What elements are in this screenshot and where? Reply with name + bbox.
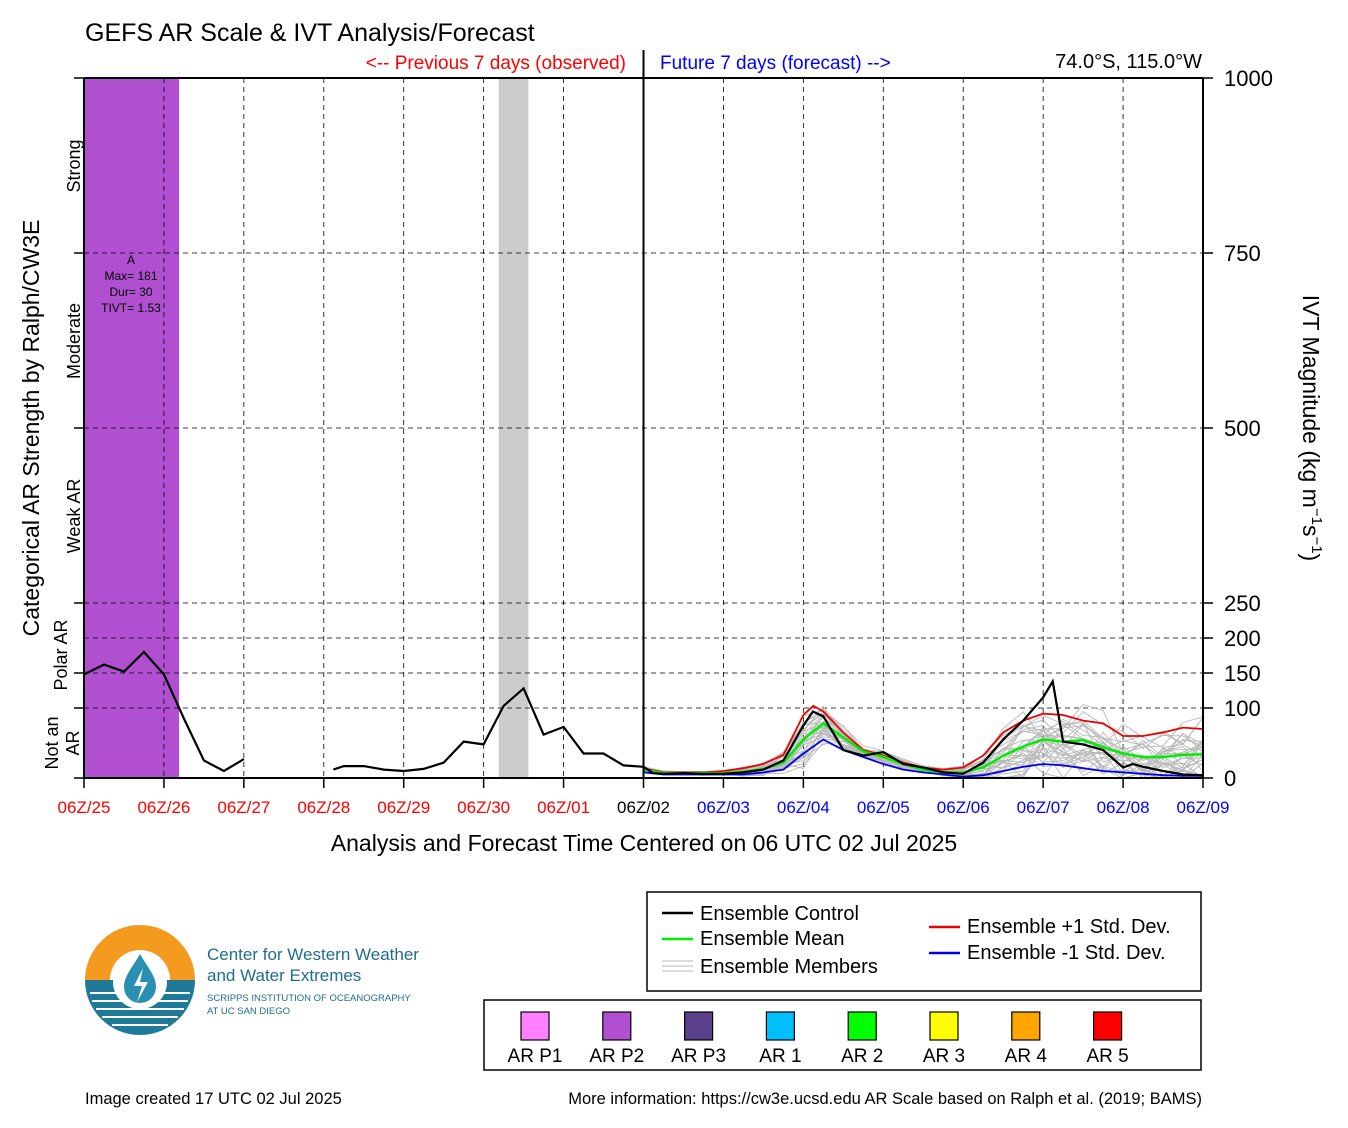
legend-mean-label: Ensemble Mean (700, 928, 845, 950)
axis-labels: 0 100 150 200 250 500 750 1000 06Z/25 06Z/26 06Z/2… (58, 66, 1273, 817)
x-tick-label: 06Z/06 (937, 798, 990, 817)
ar-scale-swatch (1092, 1011, 1123, 1041)
category-not-ar-label-1: Not an (42, 716, 62, 769)
x-tick-label: 06Z/01 (537, 798, 590, 817)
ar-scale-swatch (683, 1011, 714, 1041)
cw3e-logo: Center for Western Weather and Water Ext… (85, 925, 419, 1035)
ar-scale-label: AR 5 (1086, 1046, 1128, 1067)
ar-scale-label: AR P1 (508, 1046, 563, 1067)
ar-scale-label: AR P2 (589, 1046, 644, 1067)
event-annotation-line: Dur= 30 (109, 285, 152, 299)
right-y-tick-label: 750 (1224, 241, 1261, 266)
x-tick-label: 06Z/27 (217, 798, 270, 817)
right-y-tick-label: 100 (1224, 696, 1261, 721)
x-tick-label: 06Z/04 (777, 798, 830, 817)
x-tick-label: 06Z/07 (1017, 798, 1070, 817)
event-annotation-line: TIVT= 1.53 (101, 301, 161, 315)
x-tick-label: 06Z/03 (697, 798, 750, 817)
ensemble-member-line (643, 705, 1204, 773)
right-y-tick-label: 0 (1224, 766, 1236, 791)
ar-scale-label: AR 3 (923, 1046, 965, 1067)
observed-ivt-line (83, 650, 245, 773)
logo-line-2: and Water Extremes (207, 966, 361, 985)
category-strong-label: Strong (64, 139, 84, 192)
ensemble-legend: Ensemble Control Ensemble Mean Ensemble … (646, 891, 1202, 992)
right-y-tick-label: 500 (1224, 416, 1261, 441)
x-tick-label: 06Z/08 (1097, 798, 1150, 817)
right-y-tick-label: 150 (1224, 661, 1261, 686)
x-tick-label: 06Z/02 (617, 798, 670, 817)
category-not-ar-label-2: AR (63, 730, 83, 755)
legend-plus-std-label: Ensemble +1 Std. Dev. (967, 916, 1171, 938)
x-tick-label: 06Z/29 (377, 798, 430, 817)
x-axis-title: Analysis and Forecast Time Centered on 0… (331, 830, 957, 856)
logo-line-4: AT UC SAN DIEGO (207, 1006, 290, 1017)
legend-swatch-members (662, 960, 693, 972)
category-weak-label: Weak AR (64, 479, 84, 554)
x-tick-label: 06Z/30 (457, 798, 510, 817)
axes (74, 50, 1213, 788)
ar-scale-swatch (602, 1011, 632, 1041)
category-moderate-label: Moderate (64, 303, 84, 379)
ar-scale-swatch (765, 1011, 796, 1041)
ar-scale-label: AR P3 (671, 1046, 726, 1067)
legend-control-label: Ensemble Control (700, 903, 859, 925)
x-tick-label: 06Z/25 (58, 798, 111, 817)
logo-line-1: Center for Western Weather (207, 945, 419, 964)
category-polar-label: Polar AR (51, 619, 71, 690)
logo-line-3: SCRIPPS INSTITUTION OF OCEANOGRAPHY (207, 993, 411, 1004)
location-label: 74.0°S, 115.0°W (1055, 51, 1202, 73)
legend-members-label: Ensemble Members (700, 956, 878, 978)
ar-scale-swatch (520, 1011, 550, 1041)
right-y-axis-title: IVT Magnitude (kg m−1s−1) (1298, 295, 1325, 561)
ar-scale-swatch (929, 1011, 959, 1041)
minus-std-line (643, 738, 1203, 778)
x-tick-label: 06Z/09 (1177, 798, 1230, 817)
event-annotation-line: Max= 181 (104, 269, 157, 283)
left-y-axis-title: Categorical AR Strength by Ralph/CW3E (18, 220, 44, 637)
series-lines (83, 650, 1204, 778)
ar-scale-legend: AR P1 AR P2 AR P3 AR 1 AR 2 AR 3 AR 4 AR 5 (483, 999, 1202, 1071)
control-line (642, 678, 1204, 777)
x-tick-label: 06Z/26 (137, 798, 190, 817)
ar-scale-label: AR 1 (759, 1046, 801, 1067)
shaded-periods (84, 78, 529, 778)
legend-minus-std-label: Ensemble -1 Std. Dev. (967, 942, 1166, 964)
observed-ivt-line (333, 686, 644, 773)
right-y-tick-label: 200 (1224, 626, 1261, 651)
chart-title: GEFS AR Scale & IVT Analysis/Forecast (85, 19, 535, 47)
ar-scale-swatch (847, 1011, 877, 1041)
footer-created: Image created 17 UTC 02 Jul 2025 (85, 1090, 342, 1108)
event-annotation: A Max= 181 Dur= 30 TIVT= 1.53 (101, 253, 161, 315)
event-annotation-line: A (127, 253, 135, 267)
future-days-label: Future 7 days (forecast) --> (660, 53, 891, 74)
right-y-tick-label: 1000 (1224, 66, 1273, 91)
ar-scale-label: AR 4 (1005, 1046, 1048, 1067)
ar-scale-swatch (1011, 1011, 1041, 1041)
ar-scale-label: AR 2 (841, 1046, 883, 1067)
previous-days-label: <-- Previous 7 days (observed) (366, 53, 626, 74)
footer-info: More information: https://cw3e.ucsd.edu … (568, 1090, 1202, 1108)
right-y-tick-label: 250 (1224, 591, 1261, 616)
x-tick-label: 06Z/05 (857, 798, 910, 817)
x-tick-label: 06Z/28 (297, 798, 350, 817)
shaded-period (498, 78, 529, 778)
plus-std-line (643, 704, 1204, 774)
